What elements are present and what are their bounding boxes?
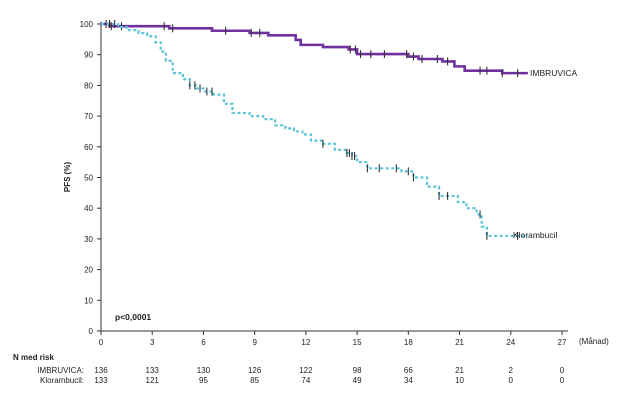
risk-value: 0 [560,376,565,385]
y-tick-label: 40 [84,204,93,213]
risk-row-label-klorambucil: Klorambucil: [40,376,84,385]
risk-value: 95 [199,376,208,385]
x-tick-label: 18 [404,338,413,347]
x-axis-label: (Månad) [579,337,609,346]
y-tick-label: 50 [84,174,93,183]
y-tick-label: 100 [80,20,94,29]
risk-value: 21 [455,366,464,375]
y-tick-label: 70 [84,112,93,121]
series-line-klorambucil [101,22,528,237]
risk-value: 133 [94,376,108,385]
series-line-imbruvica [101,22,528,75]
risk-value: 66 [404,366,413,375]
series-label-imbruvica: IMBRUVICA [530,68,578,78]
p-value-annotation: p<0,0001 [115,312,151,322]
x-tick-label: 15 [353,338,362,347]
x-tick-label: 6 [201,338,206,347]
y-tick-label: 60 [84,143,93,152]
risk-value: 121 [146,376,160,385]
risk-value: 133 [146,366,160,375]
x-tick-label: 0 [99,338,104,347]
risk-value: 130 [197,366,211,375]
x-tick-label: 12 [301,338,310,347]
y-tick-label: 80 [84,81,93,90]
risk-value: 34 [404,376,413,385]
risk-table: N med risk IMBRUVICA: Klorambucil: 136 13… [13,353,565,385]
y-tick-label: 0 [89,327,94,336]
risk-value: 10 [455,376,464,385]
x-tick-label: 24 [506,338,515,347]
risk-value: 0 [560,366,565,375]
x-tick-label: 3 [150,338,155,347]
y-tick-label: 20 [84,266,93,275]
x-tick-label: 9 [252,338,257,347]
risk-value: 126 [248,366,262,375]
y-tick-label: 10 [84,296,93,305]
x-tick-label: 21 [455,338,464,347]
x-tick-label: 27 [558,338,567,347]
risk-value: 98 [353,366,362,375]
risk-value: 74 [301,376,310,385]
y-tick-label: 30 [84,235,93,244]
risk-value: 136 [94,366,108,375]
risk-value: 0 [509,376,514,385]
risk-table-title: N med risk [13,353,54,362]
series-label-klorambucil: Klorambucil [513,230,558,240]
y-tick-label: 90 [84,51,93,60]
risk-value: 122 [299,366,313,375]
risk-row-label-imbruvica: IMBRUVICA: [37,366,84,375]
y-axis-label: PFS (%) [63,162,72,193]
risk-value: 85 [250,376,259,385]
risk-value: 2 [509,366,514,375]
risk-value: 49 [353,376,362,385]
